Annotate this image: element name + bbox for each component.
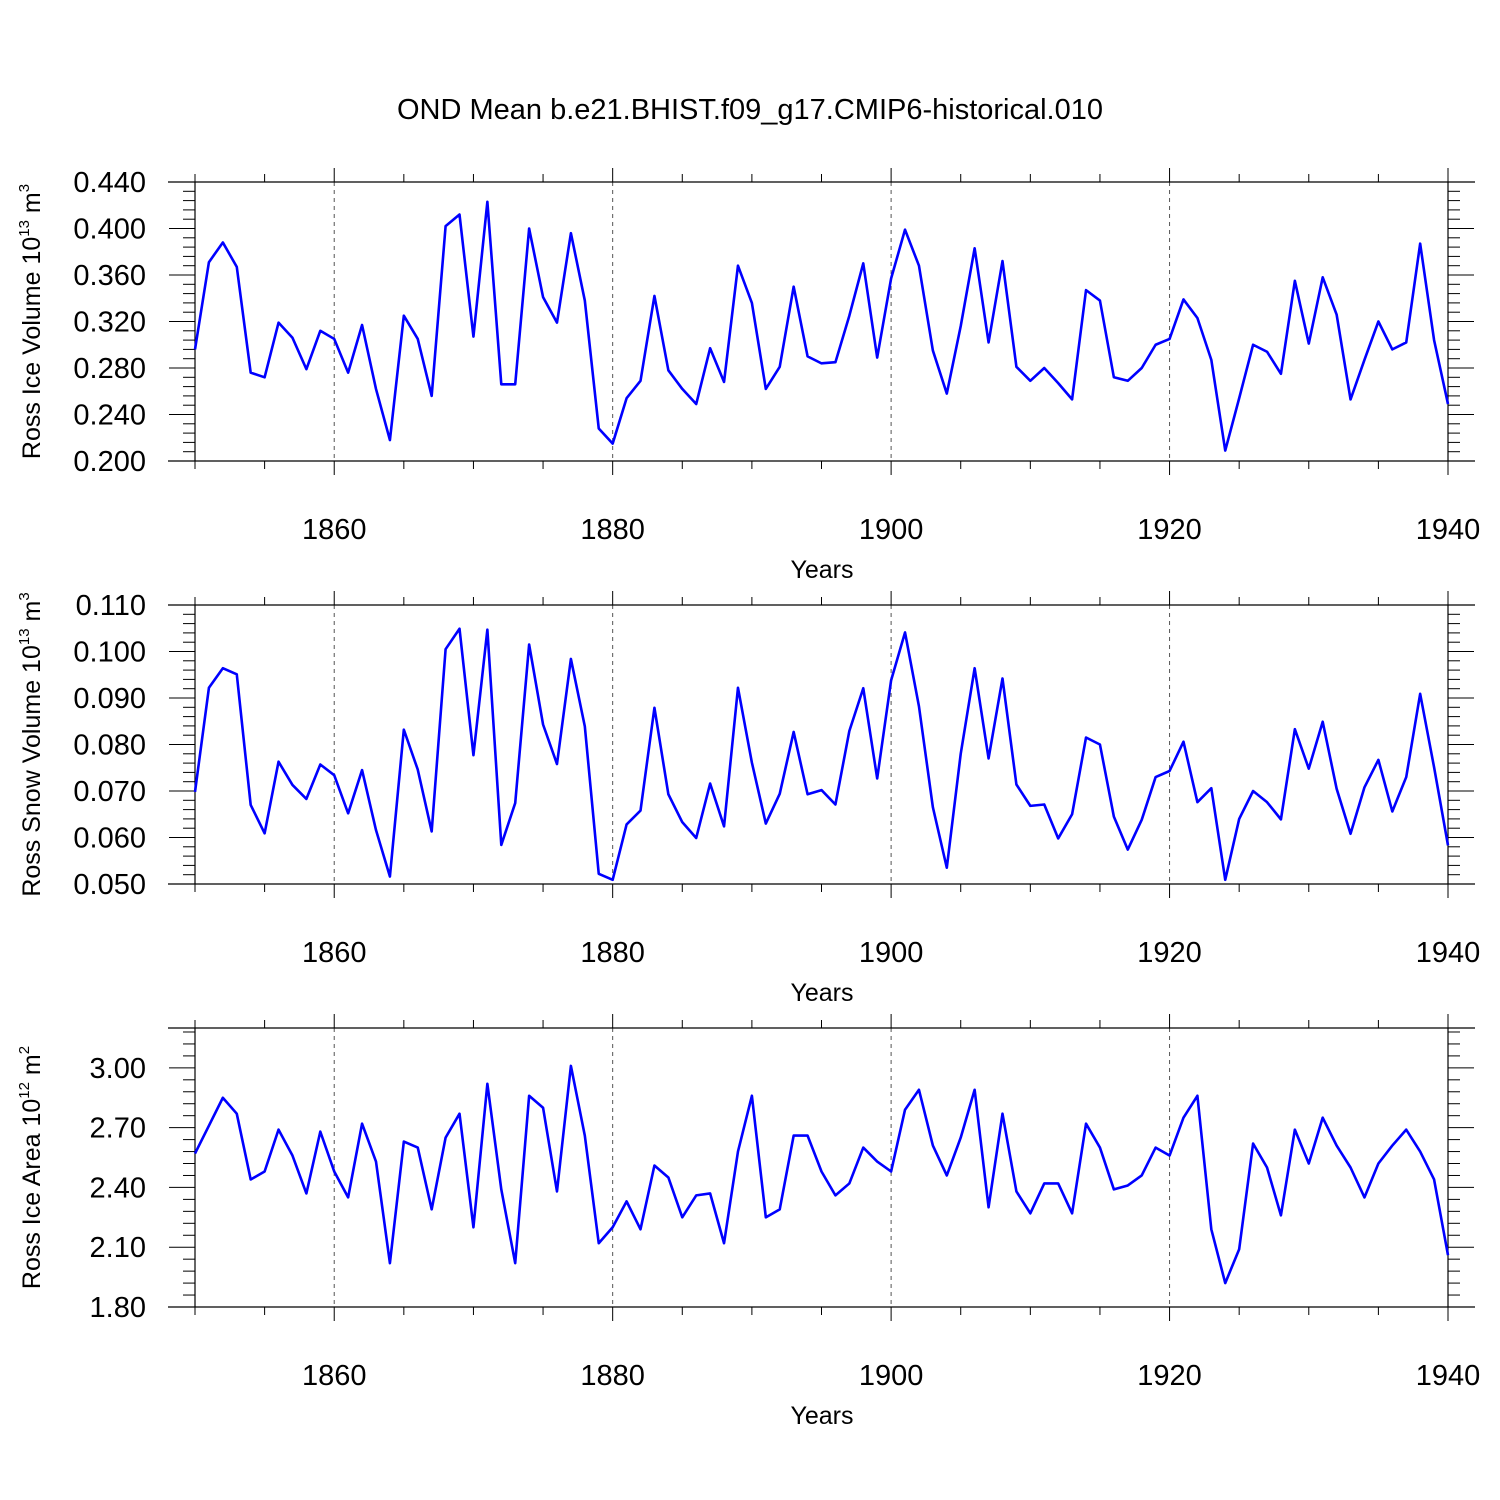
y-tick-label: 0.400: [73, 214, 146, 246]
y-tick-label: 0.320: [73, 307, 146, 339]
x-tick-label: 1880: [580, 514, 645, 546]
series-line: [193, 627, 1450, 882]
panel-2: 0.050 0.060 0.070 0.080 0.090 0.100 0.110 1860 1…: [16, 590, 1480, 1007]
x-tick-label: 1860: [302, 1360, 367, 1392]
y-axis-title: Ross Ice Volume 1013 m3: [16, 184, 46, 459]
x-axis-title: Years: [790, 556, 853, 584]
x-tick-label: 1920: [1137, 937, 1202, 969]
y-tick-label: 0.240: [73, 400, 146, 432]
y-axis-title: Ross Snow Volume 1013 m3: [16, 592, 46, 896]
y-tick-label: 0.080: [73, 730, 146, 762]
y-tick-label: 1.80: [90, 1292, 146, 1324]
y-tick-label: 0.050: [73, 869, 146, 901]
panel-3: 1.80 2.10 2.40 2.70 3.00 1860 1880 1900 1920 1940…: [16, 1014, 1480, 1430]
y-tick-label: 2.70: [90, 1113, 146, 1145]
y-tick-label: 2.10: [90, 1232, 146, 1264]
x-tick-label: 1880: [580, 1360, 645, 1392]
x-tick-label: 1940: [1416, 1360, 1481, 1392]
x-tick-label: 1920: [1137, 514, 1202, 546]
x-tick-label: 1940: [1416, 514, 1481, 546]
y-tick-label: 0.100: [73, 637, 146, 669]
x-axis-title: Years: [790, 979, 853, 1007]
chart-title: OND Mean b.e21.BHIST.f09_g17.CMIP6-histo…: [397, 94, 1103, 126]
y-tick-label: 3.00: [90, 1053, 146, 1085]
x-tick-label: 1860: [302, 937, 367, 969]
y-tick-label: 0.200: [73, 446, 146, 478]
y-tick-label: 0.090: [73, 683, 146, 715]
panel-1: 0.200 0.240 0.280 0.320 0.360 0.400 0.440 1860 1…: [16, 167, 1480, 584]
x-tick-label: 1920: [1137, 1360, 1202, 1392]
x-tick-label: 1940: [1416, 937, 1481, 969]
y-tick-label: 0.280: [73, 353, 146, 385]
x-tick-label: 1900: [859, 937, 924, 969]
x-tick-label: 1880: [580, 937, 645, 969]
y-tick-label: 0.070: [73, 776, 146, 808]
x-tick-label: 1860: [302, 514, 367, 546]
x-tick-label: 1900: [859, 1360, 924, 1392]
y-tick-label: 0.440: [73, 167, 146, 199]
y-tick-label: 0.060: [73, 823, 146, 855]
x-axis-title: Years: [790, 1402, 853, 1430]
y-tick-label: 0.360: [73, 260, 146, 292]
y-tick-label: 0.110: [76, 590, 146, 622]
y-tick-label: 2.40: [90, 1172, 146, 1204]
series-line: [193, 200, 1450, 452]
x-tick-label: 1900: [859, 514, 924, 546]
y-axis-title: Ross Ice Area 1012 m2: [16, 1046, 46, 1289]
series-line: [193, 1064, 1450, 1285]
